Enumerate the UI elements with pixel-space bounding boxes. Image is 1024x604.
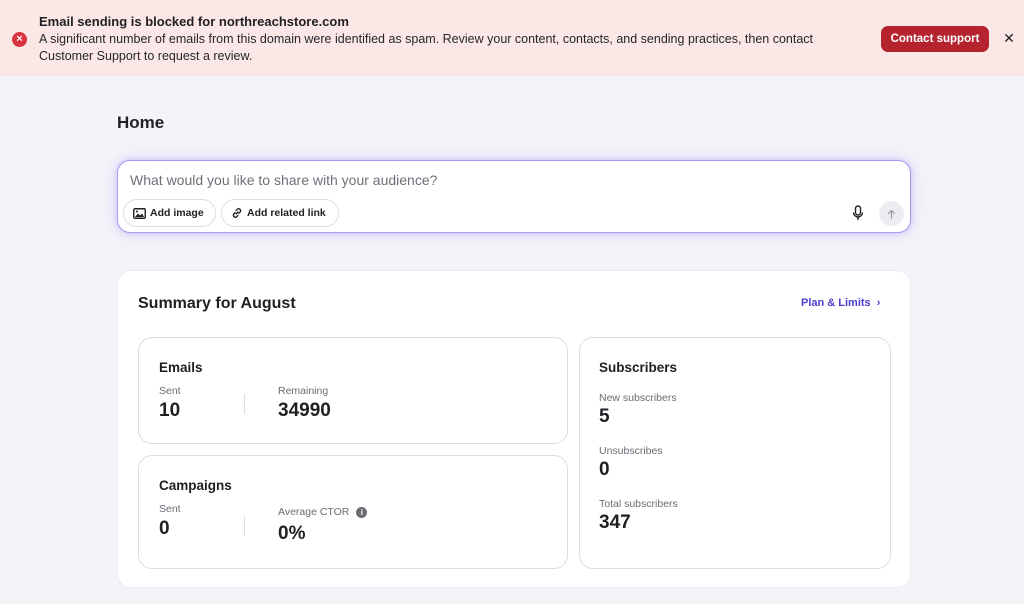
new-subscribers-label: New subscribers xyxy=(599,392,677,404)
add-image-label: Add image xyxy=(150,207,204,219)
average-ctor-label-wrap: Average CTOR i xyxy=(278,506,368,518)
chevron-right-icon: › xyxy=(876,297,881,309)
link-icon xyxy=(232,208,242,218)
spam-block-banner: × Email sending is blocked for northreac… xyxy=(0,0,1024,76)
campaigns-sent-value: 0 xyxy=(159,518,170,539)
add-link-label: Add related link xyxy=(247,207,326,219)
arrow-up-icon xyxy=(887,209,896,219)
total-subscribers-label: Total subscribers xyxy=(599,498,678,510)
emails-remaining-value: 34990 xyxy=(278,400,331,421)
new-subscribers-value: 5 xyxy=(599,406,610,427)
info-icon[interactable]: i xyxy=(356,506,368,518)
stat-divider xyxy=(244,394,245,414)
emails-sent-value: 10 xyxy=(159,400,181,421)
campaigns-sent-label: Sent xyxy=(159,503,181,515)
subscribers-card: Subscribers New subscribers 5 Unsubscrib… xyxy=(579,337,891,569)
image-icon xyxy=(133,207,146,219)
contact-support-button[interactable]: Contact support xyxy=(881,26,989,52)
campaigns-card: Campaigns Sent 0 Average CTOR i 0% xyxy=(138,455,568,569)
emails-card: Emails Sent 10 Remaining 34990 xyxy=(138,337,568,444)
plan-limits-label: Plan & Limits xyxy=(801,297,871,309)
error-icon: × xyxy=(12,32,27,47)
composer-box[interactable]: What would you like to share with your a… xyxy=(117,160,911,233)
stat-divider xyxy=(244,516,245,536)
banner-message: A significant number of emails from this… xyxy=(39,32,814,63)
page-title: Home xyxy=(117,113,165,132)
send-button[interactable] xyxy=(879,201,904,226)
emails-sent-label: Sent xyxy=(159,385,181,397)
average-ctor-label: Average CTOR xyxy=(278,506,350,518)
subscribers-title: Subscribers xyxy=(599,360,678,375)
add-related-link-button[interactable]: Add related link xyxy=(221,199,339,227)
summary-title: Summary for August xyxy=(138,295,296,312)
emails-remaining-label: Remaining xyxy=(278,385,329,397)
unsubscribes-value: 0 xyxy=(599,459,610,480)
total-subscribers-value: 347 xyxy=(599,512,631,533)
campaigns-title: Campaigns xyxy=(159,478,232,493)
average-ctor-value: 0% xyxy=(278,523,306,544)
summary-card: Summary for August Plan & Limits › Emails… xyxy=(117,270,911,588)
add-image-button[interactable]: Add image xyxy=(123,199,216,227)
close-icon[interactable]: ✕ xyxy=(1003,30,1015,46)
unsubscribes-label: Unsubscribes xyxy=(599,445,663,457)
microphone-icon[interactable] xyxy=(851,205,865,221)
composer-input[interactable]: What would you like to share with your a… xyxy=(130,172,438,188)
emails-title: Emails xyxy=(159,360,203,375)
plan-limits-link[interactable]: Plan & Limits › xyxy=(801,297,880,309)
banner-title: Email sending is blocked for northreachs… xyxy=(39,14,349,29)
